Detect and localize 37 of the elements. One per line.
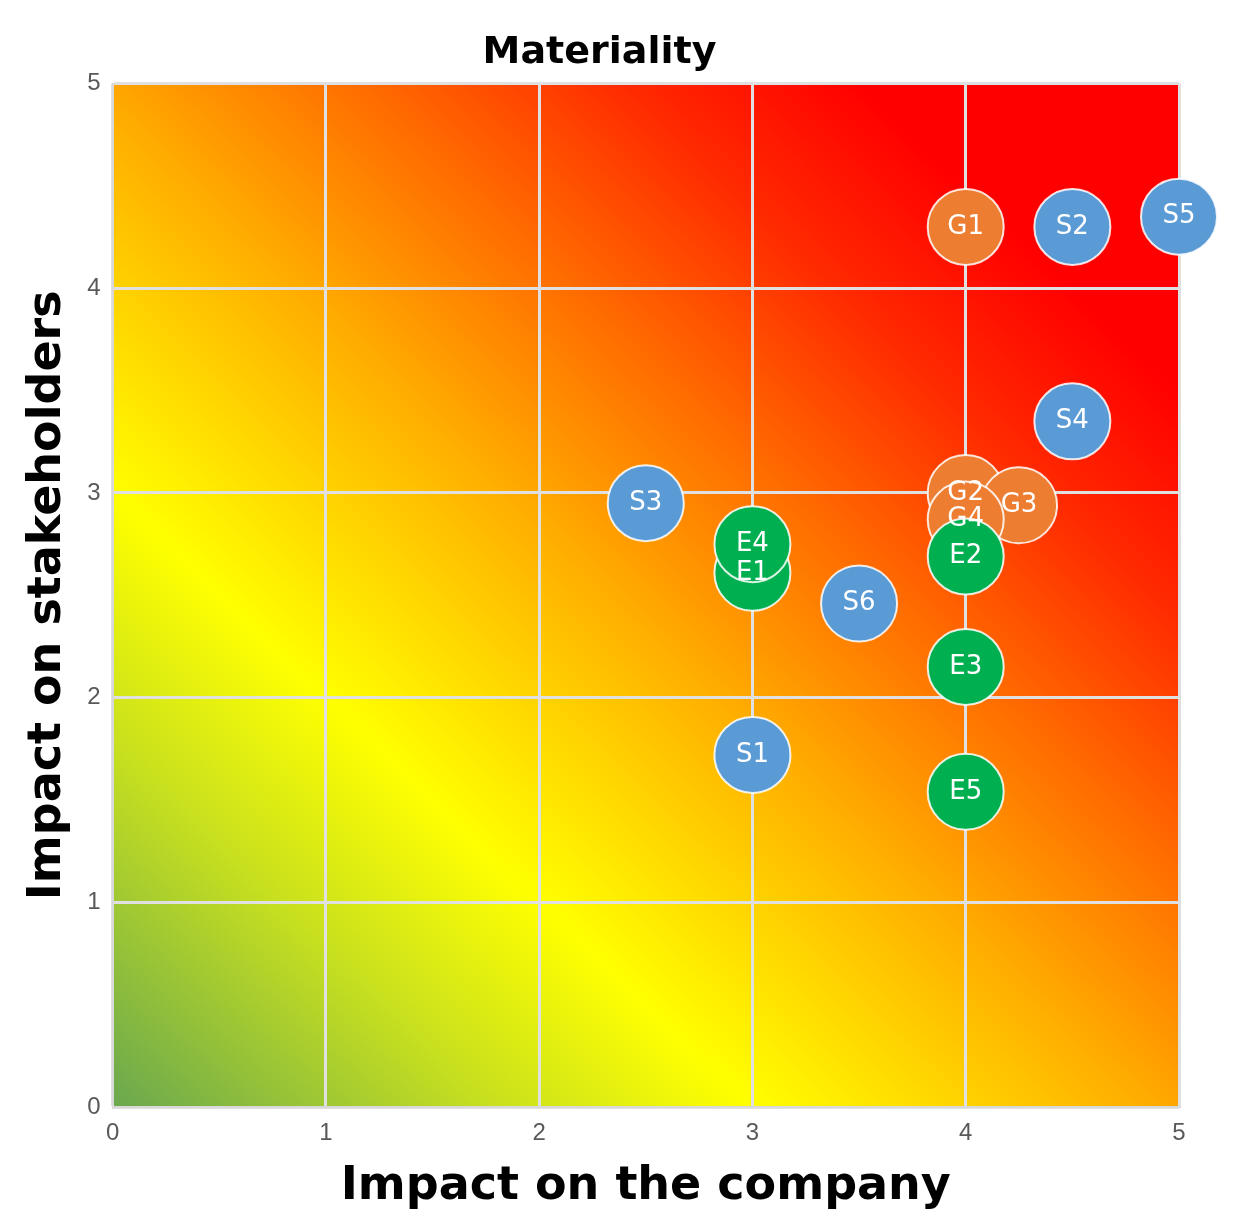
data-label: S2 <box>1055 209 1089 240</box>
point <box>1033 382 1112 461</box>
y-axis-title: Impact on stakeholders <box>16 290 71 901</box>
y-tick-label: 3 <box>87 477 101 505</box>
point <box>926 752 1005 831</box>
y-tick-label: 0 <box>87 1091 101 1119</box>
y-tick-label: 5 <box>87 68 101 96</box>
data-label: E4 <box>735 526 769 557</box>
data-label: E5 <box>949 774 983 805</box>
data-label: G3 <box>1000 487 1038 518</box>
data-label: S4 <box>1055 404 1089 435</box>
data-label: E1 <box>735 555 769 586</box>
x-tick-label: 3 <box>745 1118 760 1146</box>
point <box>820 564 899 643</box>
data-label: G2 <box>947 475 985 506</box>
y-tick-label: 4 <box>87 272 101 300</box>
x-tick-label: 1 <box>319 1118 333 1146</box>
x-axis-title: Impact on the company <box>340 1156 951 1211</box>
point <box>926 627 1005 706</box>
y-tick-label: 1 <box>87 886 101 914</box>
data-label: E3 <box>949 649 983 680</box>
point <box>713 715 792 794</box>
point <box>1140 177 1218 256</box>
chart-title: Materiality <box>482 27 717 72</box>
data-label: S6 <box>842 586 876 617</box>
x-tick-label: 4 <box>959 1118 973 1146</box>
y-tick-label: 2 <box>87 682 101 710</box>
point <box>606 464 685 543</box>
point <box>1033 187 1112 266</box>
data-label: S3 <box>629 485 663 516</box>
data-label: S1 <box>735 737 769 768</box>
x-tick-label: 2 <box>532 1118 546 1146</box>
data-label: G1 <box>947 209 985 240</box>
data-label: E2 <box>949 539 983 570</box>
x-tick-label: 0 <box>105 1118 120 1146</box>
data-label: S5 <box>1162 199 1196 230</box>
x-tick-label: 5 <box>1172 1118 1186 1146</box>
